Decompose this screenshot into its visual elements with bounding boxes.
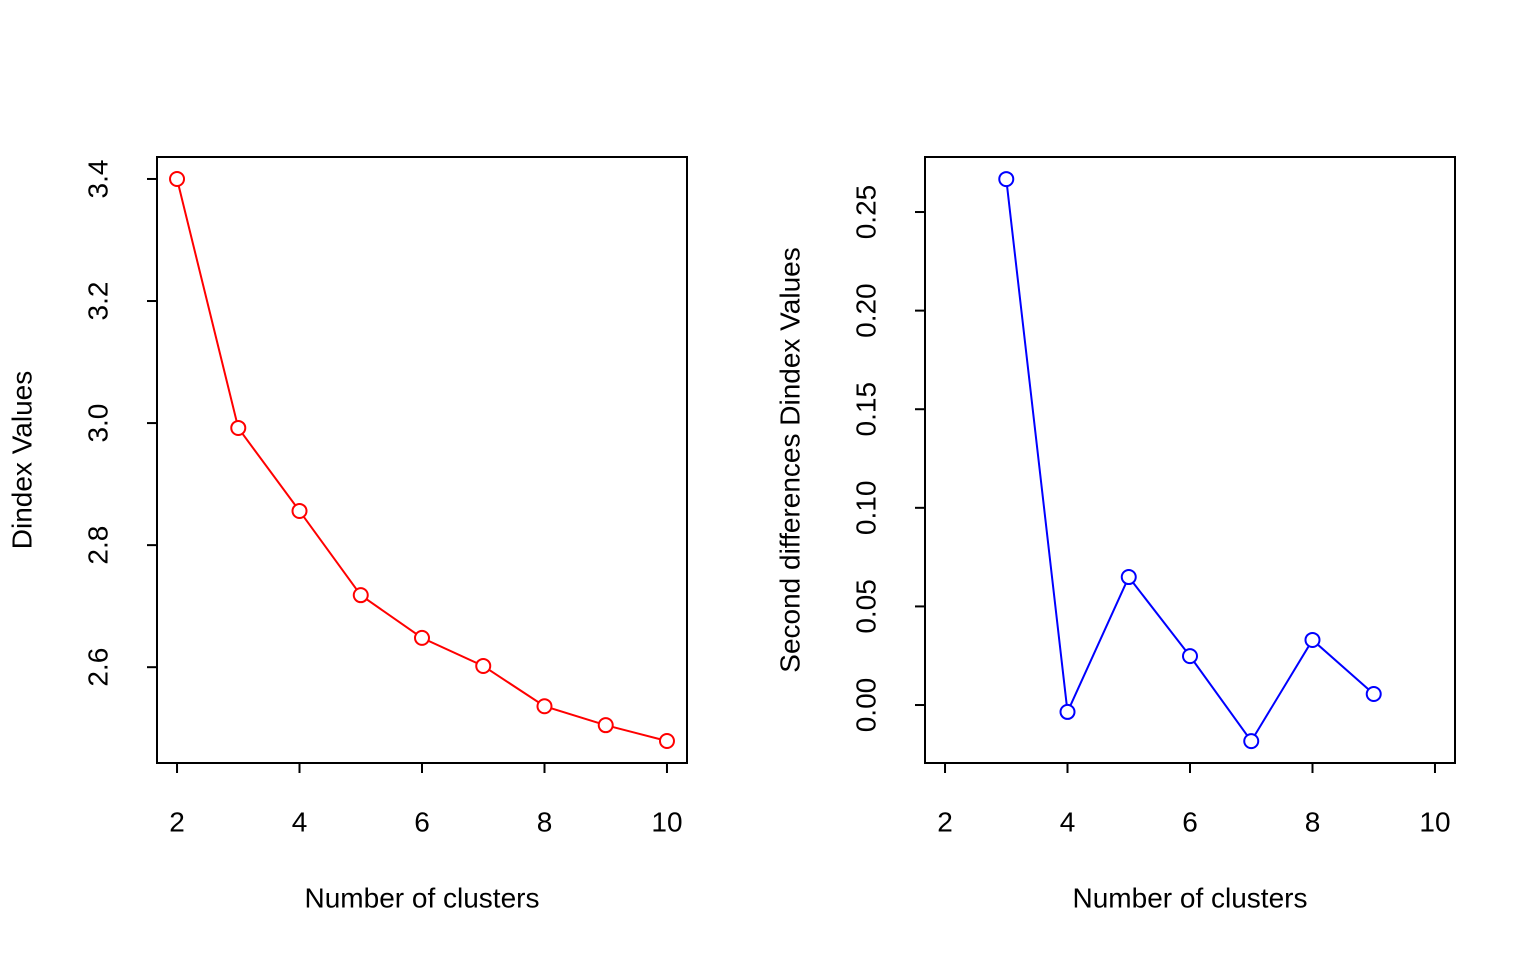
x-tick-label: 4: [292, 806, 308, 837]
plot-box: [156, 156, 688, 764]
x-tick-label: 6: [414, 806, 430, 837]
y-tick-label: 3.4: [82, 160, 113, 199]
point: [597, 717, 614, 734]
point: [475, 657, 492, 674]
point: [230, 419, 247, 436]
y-tick-label: 0.10: [850, 481, 881, 536]
point: [1304, 631, 1321, 648]
y-tick-label: 3.0: [82, 404, 113, 443]
y-axis-label: Dindex Values: [6, 371, 37, 549]
point: [352, 587, 369, 604]
y-tick-label: 0.00: [850, 678, 881, 733]
x-tick-label: 10: [651, 806, 682, 837]
y-tick-label: 3.2: [82, 282, 113, 321]
y-tick-label: 0.15: [850, 382, 881, 437]
point: [1365, 685, 1382, 702]
x-tick-label: 8: [1305, 806, 1321, 837]
y-tick-label: 0.25: [850, 185, 881, 240]
point: [998, 171, 1015, 188]
point: [1243, 733, 1260, 750]
point: [169, 170, 186, 187]
point: [414, 629, 430, 646]
point: [1120, 569, 1137, 586]
x-axis-label: Number of clusters: [305, 882, 540, 913]
x-tick-label: 4: [1060, 806, 1076, 837]
x-tick-label: 2: [169, 806, 185, 837]
x-tick-label: 8: [537, 806, 553, 837]
y-tick-label: 2.8: [82, 526, 113, 565]
y-axis-label: Second differences Dindex Values: [774, 247, 805, 672]
point: [658, 733, 675, 750]
point: [1059, 703, 1076, 720]
x-tick-label: 6: [1182, 806, 1198, 837]
point: [291, 502, 308, 519]
point: [1182, 648, 1198, 665]
plot-box: [924, 156, 1456, 764]
x-axis-label: Number of clusters: [1073, 882, 1308, 913]
point: [536, 698, 553, 715]
x-tick-label: 2: [937, 806, 953, 837]
series-line: [176, 178, 668, 742]
x-tick-label: 10: [1419, 806, 1450, 837]
y-tick-label: 0.20: [850, 283, 881, 338]
y-tick-label: 0.05: [850, 579, 881, 634]
y-tick-label: 2.6: [82, 648, 113, 687]
